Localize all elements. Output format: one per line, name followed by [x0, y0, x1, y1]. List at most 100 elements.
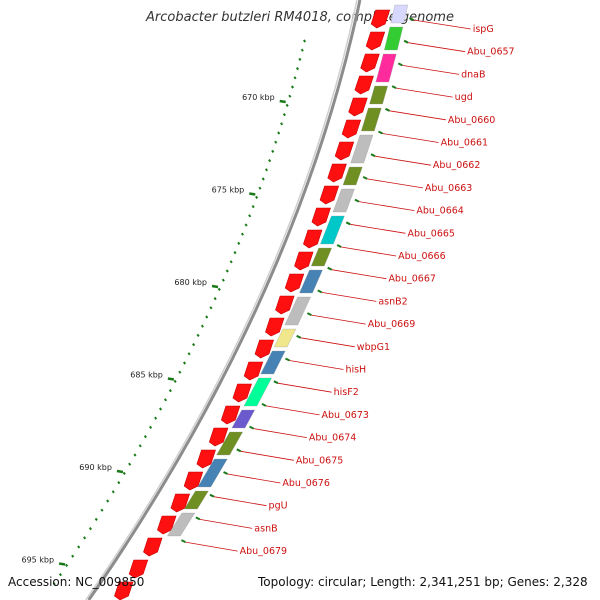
scale-dot: [58, 572, 63, 577]
gene-leader-line: [185, 541, 238, 552]
gene-leader-line: [213, 496, 267, 507]
gene-leader-line: [389, 110, 446, 121]
gene-arrow: [360, 53, 380, 73]
gene-label: pgU: [269, 501, 288, 512]
scale-major-tick: [279, 99, 286, 104]
cog-block: [184, 490, 209, 510]
gene-label: ispG: [473, 24, 494, 35]
scale-dot: [196, 333, 200, 337]
gene-leader-line: [331, 269, 387, 280]
scale-dot: [159, 407, 163, 411]
scale-dot: [240, 232, 245, 236]
scale-tick-label: 675 kbp: [212, 186, 245, 195]
gene-marker: [354, 198, 360, 203]
scale-dot: [138, 444, 142, 448]
gene-leader-line: [240, 450, 294, 461]
accession-text: Accession: NC_009850: [8, 575, 145, 589]
gene-arrow: [354, 75, 374, 95]
gene-arrow: [114, 581, 134, 600]
gene-leader-line: [367, 178, 423, 189]
cog-block: [310, 247, 332, 267]
gene-label: Abu_0663: [425, 183, 472, 194]
gene-marker: [327, 266, 333, 271]
scale-dot: [244, 223, 248, 227]
gene-marker: [391, 85, 397, 89]
scale-dot: [52, 582, 56, 586]
cog-block: [284, 296, 311, 326]
scale-dot: [217, 287, 221, 291]
scale-dot: [200, 324, 204, 328]
gene-marker: [261, 403, 267, 407]
scale-dot: [288, 94, 292, 98]
scale-dot: [178, 370, 182, 374]
scale-dot: [298, 57, 302, 62]
scale-tick-label: 680 kbp: [174, 278, 207, 287]
gene-marker: [209, 493, 215, 498]
gene-leader-line: [199, 519, 253, 529]
gene-label: Abu_0679: [240, 546, 287, 557]
scale-tick-label: 670 kbp: [242, 93, 275, 102]
scale-dot: [187, 352, 191, 356]
gene-leader-line: [382, 133, 439, 143]
scale-dot: [268, 159, 272, 163]
scale-dot: [255, 195, 259, 199]
scale-dot: [280, 122, 284, 126]
gene-arrow: [208, 427, 229, 447]
scale-dot: [213, 297, 217, 301]
cog-block: [384, 26, 404, 51]
cog-block: [332, 188, 355, 213]
gene-leader-line: [396, 87, 453, 98]
cog-block: [375, 53, 397, 83]
gene-marker: [345, 221, 351, 226]
scale-dot: [221, 278, 225, 282]
gene-arrow: [243, 361, 264, 381]
scale-dot: [122, 471, 126, 475]
scale-dot: [100, 508, 104, 512]
gene-arrow: [275, 295, 295, 315]
scale-major-tick: [116, 469, 124, 474]
gene-marker: [236, 448, 242, 453]
scale-dot: [264, 168, 269, 172]
scale-tick-label: 690 kbp: [79, 463, 112, 472]
gene-leader-line: [341, 246, 397, 257]
cog-block: [197, 458, 228, 488]
gene-arrow: [348, 97, 368, 117]
gene-arrow: [128, 559, 149, 579]
scale-dot: [71, 554, 75, 558]
scale-tick-label: 695 kbp: [21, 556, 54, 565]
gene-arrow: [254, 339, 275, 359]
gene-leader-line: [408, 42, 466, 53]
scale-dot: [285, 103, 289, 108]
gene-arrow: [319, 185, 340, 205]
scale-dot: [282, 112, 286, 117]
scale-dot: [205, 315, 209, 319]
scale-dot: [168, 389, 172, 393]
gene-label: hisH: [345, 365, 366, 376]
scale-dot: [277, 131, 281, 135]
cog-block: [320, 215, 345, 245]
scale-dot: [290, 85, 295, 89]
gene-label: Abu_0661: [441, 138, 488, 149]
scale-dot: [111, 490, 115, 494]
cog-block: [299, 269, 323, 294]
gene-marker: [296, 334, 302, 339]
gene-arrow: [327, 163, 347, 183]
gene-leader-line: [227, 473, 281, 484]
gene-leader-line: [253, 428, 307, 438]
gene-leader-line: [277, 382, 332, 393]
gene-arrow: [370, 9, 391, 29]
gene-leader-line: [374, 155, 431, 166]
gene-marker: [273, 380, 279, 385]
gene-arrow: [143, 537, 163, 557]
gene-arrow: [183, 471, 204, 491]
gene-arrow: [265, 317, 285, 337]
gene-label: Abu_0657: [467, 47, 514, 58]
backbone-line: [87, 0, 362, 600]
gene-arrow: [170, 493, 190, 513]
gene-label: Abu_0665: [407, 228, 454, 239]
scale-dot: [65, 563, 69, 568]
gene-arrow: [220, 405, 241, 425]
scale-dot: [225, 269, 229, 273]
scale-dot: [293, 76, 297, 80]
